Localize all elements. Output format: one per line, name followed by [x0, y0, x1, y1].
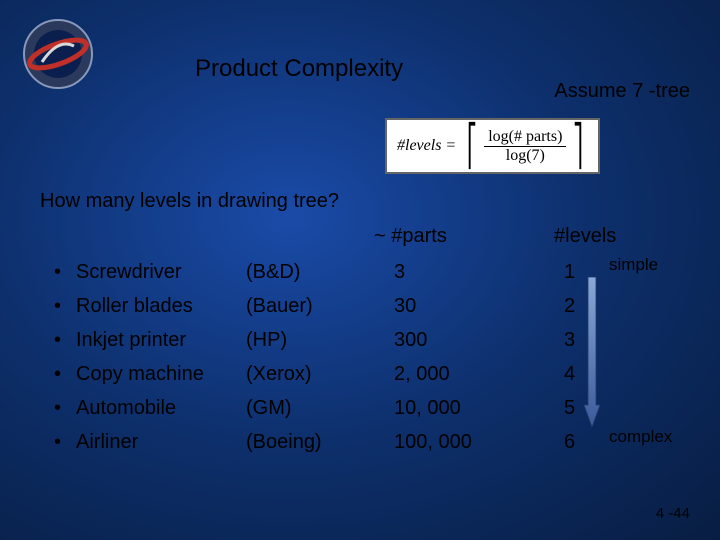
item-name: Airliner: [76, 425, 138, 459]
formula-lhs: #levels: [397, 137, 441, 154]
item-parts: 2, 000: [394, 357, 450, 391]
item-maker: (GM): [246, 391, 292, 425]
page-number: 4 -44: [656, 505, 690, 522]
item-name: Automobile: [76, 391, 176, 425]
item-name: Roller blades: [76, 289, 193, 323]
bullet-icon: •: [54, 357, 61, 391]
item-levels: 2: [564, 289, 575, 323]
formula-denominator: log(7): [502, 147, 549, 165]
org-logo: [22, 18, 94, 90]
item-levels: 6: [564, 425, 575, 459]
item-parts: 100, 000: [394, 425, 472, 459]
item-levels: 3: [564, 323, 575, 357]
item-levels: 1: [564, 255, 575, 289]
item-name: Copy machine: [76, 357, 204, 391]
header-levels: #levels: [554, 225, 616, 248]
item-levels: 4: [564, 357, 575, 391]
header-parts: ~ #parts: [374, 225, 447, 248]
item-maker: (Boeing): [246, 425, 322, 459]
item-name: Inkjet printer: [76, 323, 186, 357]
item-parts: 300: [394, 323, 427, 357]
complexity-arrow-icon: [584, 277, 600, 427]
item-parts: 10, 000: [394, 391, 461, 425]
assume-label: Assume 7 -tree: [554, 80, 690, 103]
bullet-icon: •: [54, 289, 61, 323]
item-levels: 5: [564, 391, 575, 425]
slide-title: Product Complexity: [195, 55, 403, 83]
label-simple: simple: [609, 255, 658, 275]
bullet-icon: •: [54, 323, 61, 357]
question-text: How many levels in drawing tree?: [40, 190, 339, 213]
bullet-icon: •: [54, 425, 61, 459]
item-maker: (HP): [246, 323, 287, 357]
item-parts: 3: [394, 255, 405, 289]
bullet-icon: •: [54, 255, 61, 289]
item-maker: (Xerox): [246, 357, 312, 391]
item-parts: 30: [394, 289, 416, 323]
formula-numerator: log(# parts): [484, 128, 566, 147]
formula-box: #levels = ⎡ log(# parts) log(7) ⎤: [385, 118, 600, 174]
item-maker: (B&D): [246, 255, 300, 289]
bullet-icon: •: [54, 391, 61, 425]
label-complex: complex: [609, 427, 672, 447]
item-name: Screwdriver: [76, 255, 182, 289]
list-item: • Airliner (Boeing) 100, 000 6: [54, 425, 684, 459]
item-maker: (Bauer): [246, 289, 313, 323]
